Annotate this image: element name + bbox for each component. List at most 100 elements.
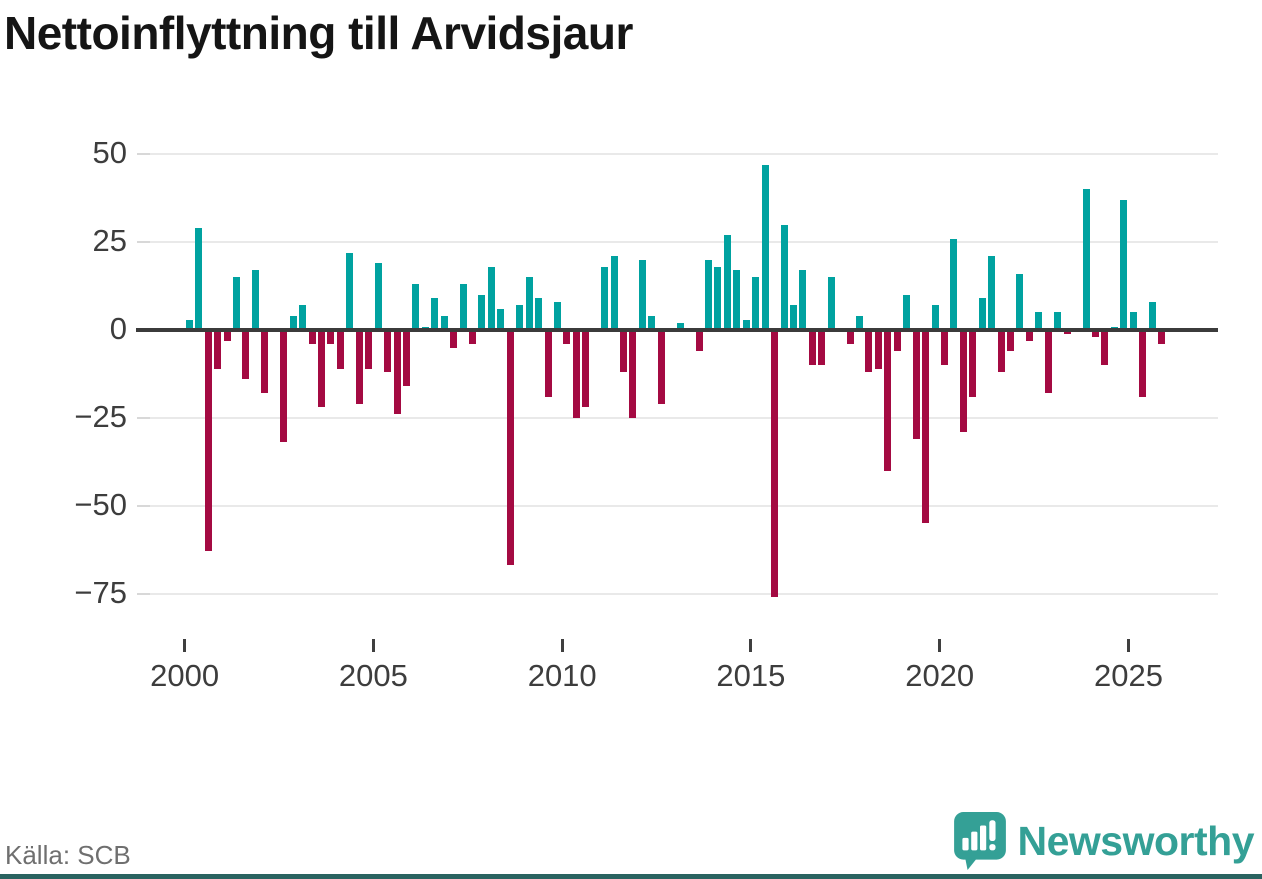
newsworthy-icon (953, 812, 1006, 870)
logo-bar-large (979, 825, 986, 851)
bar-2022Q1 (1016, 273, 1024, 330)
x-axis-tick (183, 639, 187, 652)
gridline (137, 504, 1218, 507)
bar-2008Q1 (487, 266, 495, 330)
gridline (137, 592, 1218, 595)
bar-2002Q1 (261, 330, 269, 394)
bar-2001Q2 (233, 277, 240, 330)
bar-2025Q3 (1148, 301, 1156, 330)
bar-2020Q2 (950, 238, 958, 330)
chart-title: Nettoinflyttning till Arvidsjaur (4, 7, 633, 59)
x-axis-tick (749, 639, 753, 652)
bar-2003Q1 (299, 305, 307, 330)
x-axis-label: 2025 (1094, 658, 1163, 693)
bar-2019Q3 (922, 330, 929, 524)
x-axis-tick (371, 639, 375, 652)
bar-2009Q2 (535, 298, 542, 330)
bar-2000Q1 (185, 319, 193, 330)
y-axis-label: −75 (74, 574, 127, 610)
bar-2007Q3 (469, 330, 476, 345)
bar-2023Q4 (1082, 189, 1090, 330)
bar-2021Q4 (1007, 330, 1014, 352)
bar-2021Q3 (997, 330, 1005, 373)
bar-2025Q1 (1129, 312, 1137, 330)
y-axis-tick (137, 241, 150, 244)
bar-2016Q2 (799, 270, 807, 330)
bar-2018Q1 (865, 330, 873, 373)
bar-2018Q2 (874, 330, 882, 369)
bar-2016Q1 (789, 305, 797, 330)
bar-2020Q3 (959, 330, 967, 432)
bar-2005Q1 (374, 263, 382, 330)
bar-2003Q3 (317, 330, 325, 408)
bar-2021Q1 (978, 298, 986, 330)
bar-2001Q4 (251, 270, 259, 330)
y-axis-label: 0 (109, 311, 127, 346)
bar-2015Q1 (752, 277, 760, 330)
x-axis-label: 2020 (905, 658, 975, 693)
logo-exclamation-dot (988, 844, 996, 851)
bar-2008Q3 (506, 330, 514, 566)
y-axis-label: −25 (74, 398, 127, 434)
bar-2012Q1 (638, 259, 646, 330)
bar-2013Q3 (695, 330, 703, 352)
bar-2022Q3 (1035, 312, 1043, 330)
bar-2002Q3 (280, 330, 288, 443)
bar-2015Q2 (761, 164, 769, 330)
bar-2004Q1 (336, 330, 344, 369)
y-axis-tick (137, 504, 150, 507)
bar-2000Q4 (214, 330, 222, 369)
bar-2017Q3 (846, 330, 854, 345)
bar-2018Q4 (893, 330, 901, 352)
x-axis-tick (560, 639, 564, 652)
x-axis-tick (938, 639, 942, 652)
y-axis-tick (137, 153, 150, 156)
y-axis-tick (137, 592, 150, 595)
bar-2017Q4 (856, 315, 863, 330)
bar-2001Q3 (242, 330, 250, 380)
newsworthy-wordmark: Newsworthy (1017, 817, 1255, 864)
bar-2001Q1 (223, 330, 231, 341)
bar-2013Q4 (704, 259, 712, 330)
gridline (137, 153, 1218, 156)
bar-2008Q2 (497, 308, 505, 330)
bar-2022Q4 (1044, 330, 1052, 394)
bar-2003Q4 (327, 330, 335, 345)
bar-2006Q3 (431, 298, 439, 330)
bar-2015Q3 (771, 330, 778, 598)
bar-2014Q2 (723, 235, 731, 330)
bar-2018Q3 (884, 330, 892, 471)
bar-2006Q4 (440, 315, 448, 330)
bar-2013Q1 (676, 323, 684, 330)
bar-2014Q1 (714, 266, 722, 330)
bar-2010Q1 (563, 330, 571, 345)
bar-2002Q4 (289, 315, 297, 330)
bar-2010Q2 (572, 330, 580, 418)
bar-2004Q3 (355, 330, 363, 404)
newsworthy-logo: Newsworthy (953, 812, 1255, 870)
bar-2020Q1 (940, 330, 948, 366)
bar-2012Q2 (648, 315, 656, 330)
bar-2019Q1 (903, 294, 911, 330)
gridline (137, 241, 1218, 244)
source-note: Källa: SCB (5, 840, 131, 870)
bar-2007Q1 (450, 330, 458, 348)
bar-2024Q1 (1091, 330, 1099, 337)
x-axis-tick (1127, 639, 1130, 652)
bar-2010Q3 (582, 330, 590, 408)
bar-2005Q4 (402, 330, 410, 387)
bar-2000Q2 (195, 228, 203, 330)
bar-2025Q4 (1158, 330, 1165, 345)
bar-2011Q3 (620, 330, 627, 373)
bar-2000Q3 (204, 330, 212, 552)
bar-2009Q4 (553, 301, 561, 330)
zero-line (137, 328, 1218, 332)
bar-2007Q2 (459, 284, 467, 330)
bar-2005Q3 (393, 330, 401, 415)
bar-2003Q2 (308, 330, 316, 345)
bar-2008Q4 (516, 305, 524, 330)
x-axis-label: 2000 (150, 658, 220, 693)
bar-2020Q4 (969, 330, 977, 397)
bar-chart-plot: 50 25 0 −25 −50 −75 2000 2005 2010 2015 2020 2025 (74, 135, 1218, 693)
